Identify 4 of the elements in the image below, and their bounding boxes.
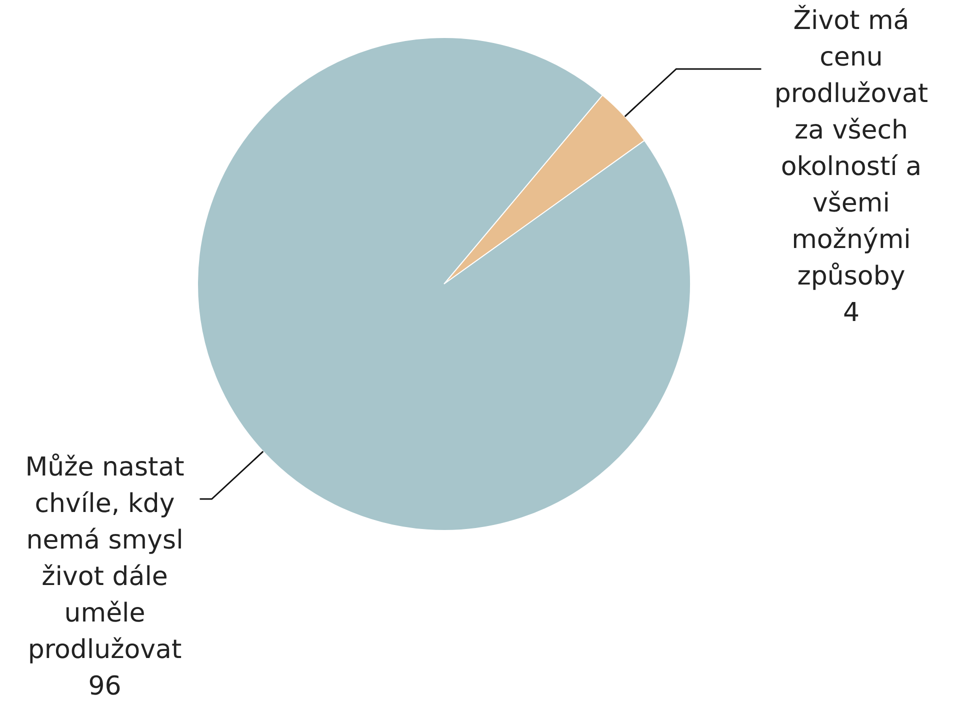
slice-label: Život má cenu prodlužovat za všech okolností a všemi možnými způsoby <box>774 4 928 292</box>
slice-label: Může nastat chvíle, kdy nemá smysl život dále uměle prodlužovat <box>25 452 184 665</box>
data-label: 96 <box>88 672 122 702</box>
data-label: 4 <box>842 298 860 328</box>
